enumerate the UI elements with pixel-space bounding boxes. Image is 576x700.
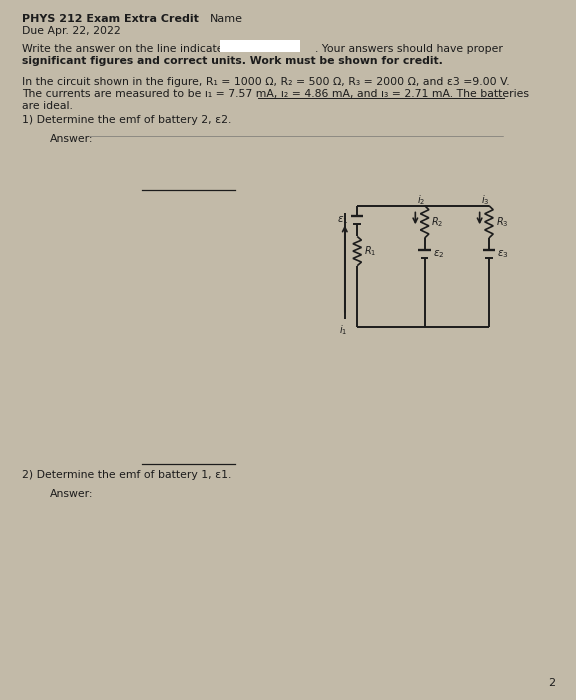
Text: Write the answer on the line indicated.: Write the answer on the line indicated. bbox=[22, 44, 234, 54]
Text: $\varepsilon_3$: $\varepsilon_3$ bbox=[498, 248, 509, 260]
Text: 2) Determine the emf of battery 1, ε1.: 2) Determine the emf of battery 1, ε1. bbox=[22, 470, 232, 480]
Text: $i_2$: $i_2$ bbox=[417, 193, 425, 207]
Text: 2: 2 bbox=[548, 678, 555, 688]
Text: $\varepsilon_2$: $\varepsilon_2$ bbox=[433, 248, 445, 260]
Text: . Your answers should have proper: . Your answers should have proper bbox=[315, 44, 503, 54]
Text: The currents are measured to be ı₁ = 7.57 mA, ı₂ = 4.86 mA, and ı₃ = 2.71 mA. Th: The currents are measured to be ı₁ = 7.5… bbox=[22, 89, 529, 99]
Text: $R_2$: $R_2$ bbox=[431, 215, 444, 229]
Text: $R_3$: $R_3$ bbox=[495, 215, 508, 229]
Text: $i_3$: $i_3$ bbox=[481, 193, 490, 207]
Text: significant figures and correct units. Work must be shown for credit.: significant figures and correct units. W… bbox=[22, 56, 443, 66]
Text: Name: Name bbox=[210, 14, 243, 24]
Text: Answer:: Answer: bbox=[50, 489, 93, 499]
Text: 1) Determine the emf of battery 2, ε2.: 1) Determine the emf of battery 2, ε2. bbox=[22, 115, 232, 125]
Text: Answer:: Answer: bbox=[50, 134, 93, 144]
Text: PHYS 212 Exam Extra Credit: PHYS 212 Exam Extra Credit bbox=[22, 14, 199, 24]
Text: are ideal.: are ideal. bbox=[22, 101, 73, 111]
Text: In the circuit shown in the figure, R₁ = 1000 Ω, R₂ = 500 Ω, R₃ = 2000 Ω, and ε3: In the circuit shown in the figure, R₁ =… bbox=[22, 77, 510, 87]
Text: $i_1$: $i_1$ bbox=[339, 323, 347, 337]
Text: Due Apr. 22, 2022: Due Apr. 22, 2022 bbox=[22, 26, 121, 36]
Text: $\varepsilon_1$: $\varepsilon_1$ bbox=[337, 214, 348, 226]
Text: $R_1$: $R_1$ bbox=[364, 244, 376, 258]
